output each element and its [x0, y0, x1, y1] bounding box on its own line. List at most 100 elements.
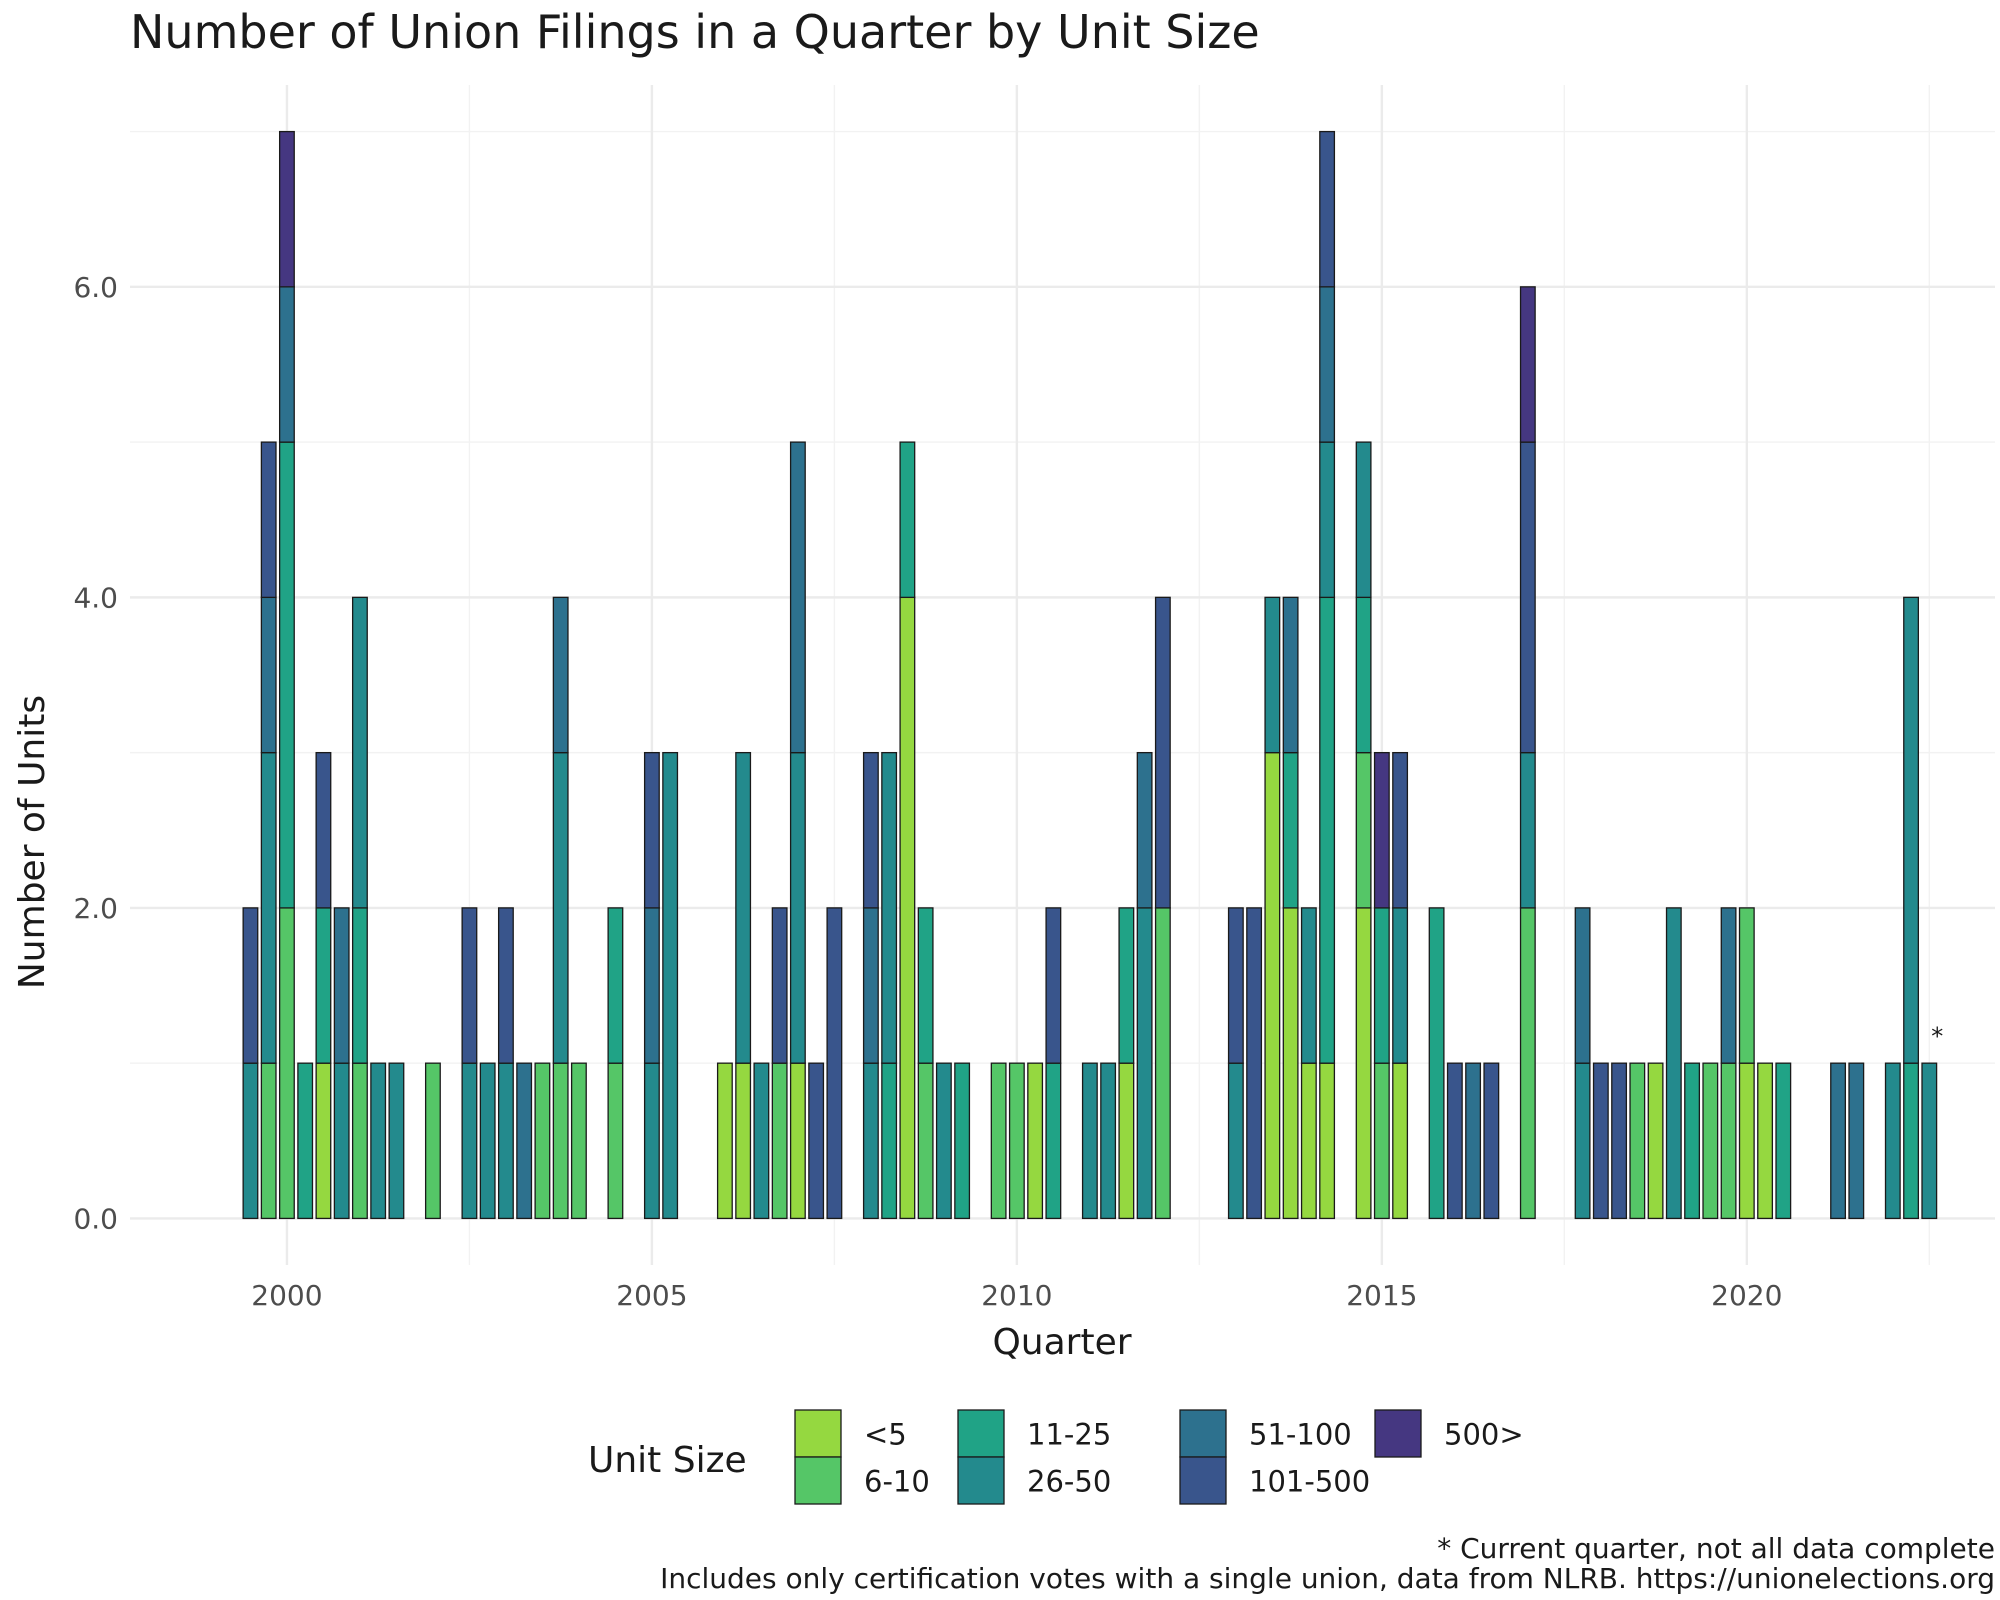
bar-segment — [1319, 130, 1336, 288]
bar-segment — [753, 1062, 770, 1220]
bar-segment — [278, 286, 295, 443]
bar-segment — [278, 907, 295, 1220]
x-tick-label: 2010 — [981, 1279, 1052, 1312]
chart-title: Number of Union Filings in a Quarter by … — [130, 5, 1260, 59]
legend: Unit Size <5 6-10 11-25 26-50 51-100 101-500 5… — [588, 1409, 1524, 1505]
bar-segment — [808, 1062, 825, 1220]
x-tick-label: 2020 — [1711, 1279, 1782, 1312]
bar-segment — [1519, 441, 1536, 754]
x-tick-label: 2000 — [251, 1279, 322, 1312]
bar-segment — [917, 1062, 934, 1220]
bar-segment — [789, 751, 806, 1064]
bar-segment — [862, 1062, 879, 1220]
bar-segment — [1830, 1062, 1847, 1220]
bar-segment — [297, 1062, 314, 1220]
bar-segment — [552, 1062, 569, 1220]
bar-segment — [1921, 1062, 1938, 1220]
bar-segment — [1282, 596, 1299, 754]
bar-segment — [1355, 907, 1372, 1220]
bar-segment — [935, 1062, 952, 1220]
bar-segment — [1045, 1062, 1062, 1220]
bar-segment — [881, 751, 898, 1064]
bar-segment — [1629, 1062, 1646, 1220]
bar-segment — [1118, 1062, 1135, 1220]
bar-segment — [370, 1062, 387, 1220]
bar-segment — [1227, 907, 1244, 1064]
bar-segment — [1246, 907, 1263, 1220]
bar-segment — [1355, 751, 1372, 909]
bar-segment — [1519, 907, 1536, 1220]
bar-segment — [1081, 1062, 1098, 1220]
bar-segment — [552, 596, 569, 754]
caption-source: Includes only certification votes with a… — [660, 1562, 1995, 1595]
bar-segment — [1757, 1062, 1774, 1220]
bar-segment — [1373, 907, 1390, 1064]
legend-key — [794, 1409, 842, 1458]
bar-segment — [260, 596, 277, 754]
legend-key — [1179, 1409, 1227, 1458]
bar-segment — [899, 596, 916, 1220]
bar-segment — [1355, 596, 1372, 754]
bar-segment — [1903, 1062, 1920, 1220]
y-tick-label: 6.0 — [73, 271, 118, 304]
legend-label: 6-10 — [864, 1465, 930, 1499]
legend-label: 11-25 — [1027, 1418, 1111, 1452]
bar-segment — [1392, 907, 1409, 1064]
bar-segment — [1319, 286, 1336, 443]
bar-segment — [1373, 751, 1390, 909]
bar-segment — [1355, 441, 1372, 599]
bar-segment — [1392, 751, 1409, 909]
bar-segment — [1154, 596, 1171, 909]
bar-segment — [826, 907, 843, 1220]
bar-segment — [1738, 907, 1755, 1064]
bar-segment — [1848, 1062, 1865, 1220]
bar-segment — [1519, 286, 1536, 443]
bar-segment — [1428, 907, 1445, 1220]
bar-segment — [1319, 596, 1336, 1064]
bar-segment — [570, 1062, 587, 1220]
bar-segment — [497, 1062, 514, 1220]
bar-segment — [1611, 1062, 1628, 1220]
bar-segment — [1282, 751, 1299, 909]
legend-label: <5 — [864, 1418, 907, 1452]
bar-segment — [351, 596, 368, 909]
bar-segment — [278, 130, 295, 288]
bar-segment — [1519, 751, 1536, 909]
y-tick-label: 2.0 — [73, 892, 118, 925]
x-tick-label: 2015 — [1346, 1279, 1417, 1312]
bar-segment — [607, 907, 624, 1064]
bar-segment — [1446, 1062, 1463, 1220]
caption-note: * Current quarter, not all data complete — [1437, 1532, 1995, 1565]
bar-segment — [497, 907, 514, 1064]
bar-segment — [1684, 1062, 1701, 1220]
x-tick-label: 2005 — [616, 1279, 687, 1312]
bar-segment — [899, 441, 916, 599]
bar-segment — [881, 1062, 898, 1220]
bar-segment — [1592, 1062, 1609, 1220]
legend-title: Unit Size — [588, 1440, 747, 1481]
bar-segment — [1282, 907, 1299, 1220]
bar-segment — [735, 751, 752, 1064]
bar-segment — [388, 1062, 405, 1220]
x-axis-title: Quarter — [992, 1322, 1131, 1363]
legend-key — [1179, 1456, 1227, 1505]
legend-key — [957, 1409, 1005, 1458]
bar-segment — [333, 1062, 350, 1220]
bar-segment — [954, 1062, 971, 1220]
bar-segment — [643, 1062, 660, 1220]
bar-segment — [1392, 1062, 1409, 1220]
bar-segment — [1227, 1062, 1244, 1220]
bar-segment — [735, 1062, 752, 1220]
bar-segment — [771, 907, 788, 1064]
bar-segment — [351, 907, 368, 1064]
bar-segment — [1264, 596, 1281, 754]
bar-segment — [351, 1062, 368, 1220]
bar-segment — [862, 907, 879, 1064]
bar-segment — [1300, 1062, 1317, 1220]
bar-segment — [315, 907, 332, 1064]
bar-segment — [1136, 907, 1153, 1220]
bar-segment — [1319, 441, 1336, 599]
bar-segment — [461, 907, 478, 1064]
bar-segment — [424, 1062, 441, 1220]
